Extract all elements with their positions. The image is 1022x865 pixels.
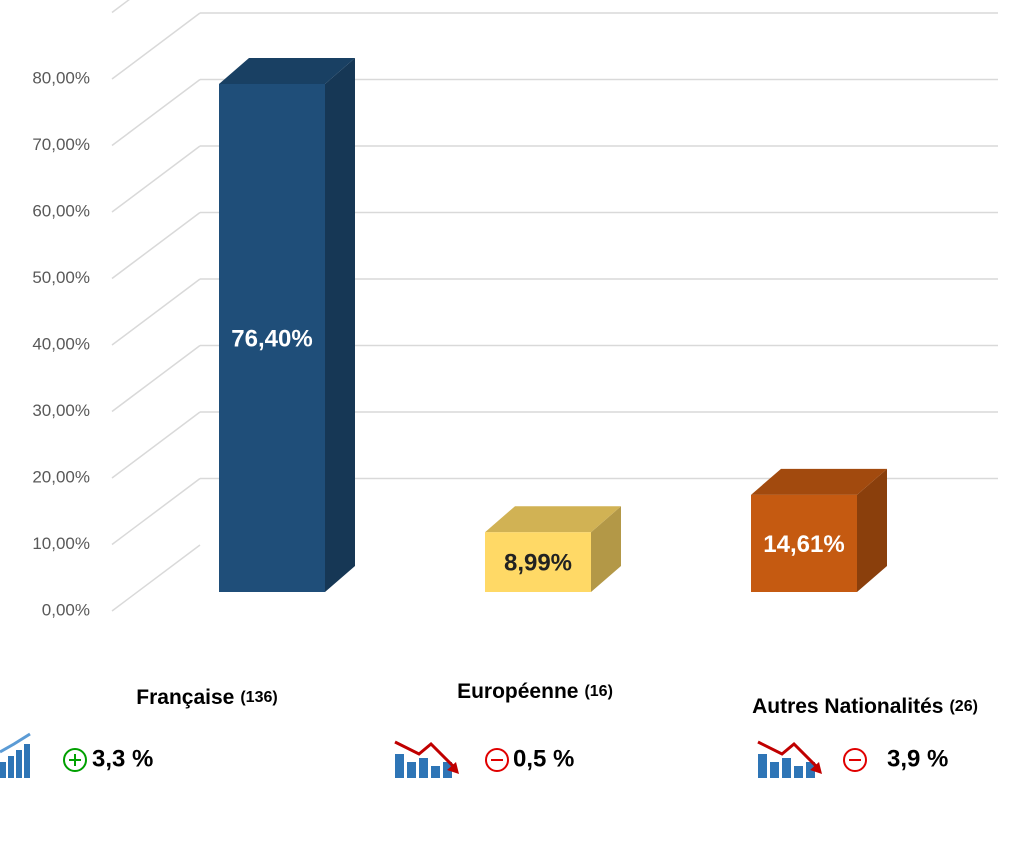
grid-line [111, 344, 201, 413]
icon-bar [758, 754, 767, 778]
icon-bar [24, 744, 30, 778]
icon-bar [770, 762, 779, 778]
grid-line [111, 411, 201, 479]
grid-line [111, 145, 201, 213]
category-count: (136) [240, 689, 277, 706]
icon-bar [0, 762, 6, 778]
trend-icon [0, 732, 31, 778]
y-tick-label: 20,00% [32, 467, 90, 486]
grid-line [111, 211, 201, 280]
data-label: 8,99% [504, 549, 572, 576]
bar [751, 494, 857, 592]
y-tick-label: 40,00% [32, 334, 90, 353]
bar-top [485, 506, 621, 533]
y-tick-label: 0,00% [42, 600, 90, 619]
y-tick-label: 80,00% [32, 68, 90, 87]
category-name: Européenne [457, 680, 578, 703]
bar-top [751, 468, 887, 495]
bar-top [219, 57, 355, 84]
trend-icon [757, 740, 822, 778]
icon-bar [395, 754, 404, 778]
category-count: (16) [584, 683, 612, 700]
bar-side [325, 57, 355, 592]
x-tick-label: Européenne (16) [457, 680, 613, 703]
category-name: Française [136, 686, 234, 709]
y-tick-label: 10,00% [32, 534, 90, 553]
icon-bar [782, 758, 791, 778]
icon-bar [431, 766, 440, 778]
bar-side [591, 506, 621, 592]
change-label: 3,3 % [92, 745, 153, 772]
icon-arrow [0, 732, 31, 754]
icon-arrow [757, 740, 820, 770]
category-name: Autres Nationalités [752, 695, 943, 718]
y-tick-label: 60,00% [32, 201, 90, 220]
grid-line [111, 0, 130, 14]
icon-arrowhead [810, 762, 822, 774]
grid-line [111, 78, 201, 147]
y-tick-label: 30,00% [32, 401, 90, 420]
sign-circle [63, 748, 87, 772]
category-count: (26) [949, 698, 977, 715]
bar-side [857, 468, 887, 592]
x-tick-label: Autres Nationalités (26) [752, 695, 978, 718]
change-label: 0,5 % [513, 745, 574, 772]
bar [485, 532, 591, 592]
icon-bar [8, 756, 14, 778]
sign-circle [843, 748, 867, 772]
y-tick-label: 50,00% [32, 268, 90, 287]
icon-bar [419, 758, 428, 778]
icon-arrow [394, 740, 457, 770]
y-tick-label: 70,00% [32, 135, 90, 154]
icon-bar [794, 766, 803, 778]
data-label: 14,61% [763, 531, 844, 558]
change-label: 3,9 % [887, 745, 948, 772]
grid-line [111, 544, 201, 612]
data-label: 76,40% [231, 325, 312, 352]
x-tick-label: Française (136) [136, 686, 277, 709]
grid-line [111, 477, 201, 546]
bar [219, 83, 325, 592]
sign-circle [485, 748, 509, 772]
icon-bar [407, 762, 416, 778]
grid-line [111, 278, 201, 346]
icon-bar [16, 750, 22, 778]
grid-line [111, 12, 201, 80]
icon-arrowhead [447, 762, 459, 774]
trend-icon [394, 740, 459, 778]
